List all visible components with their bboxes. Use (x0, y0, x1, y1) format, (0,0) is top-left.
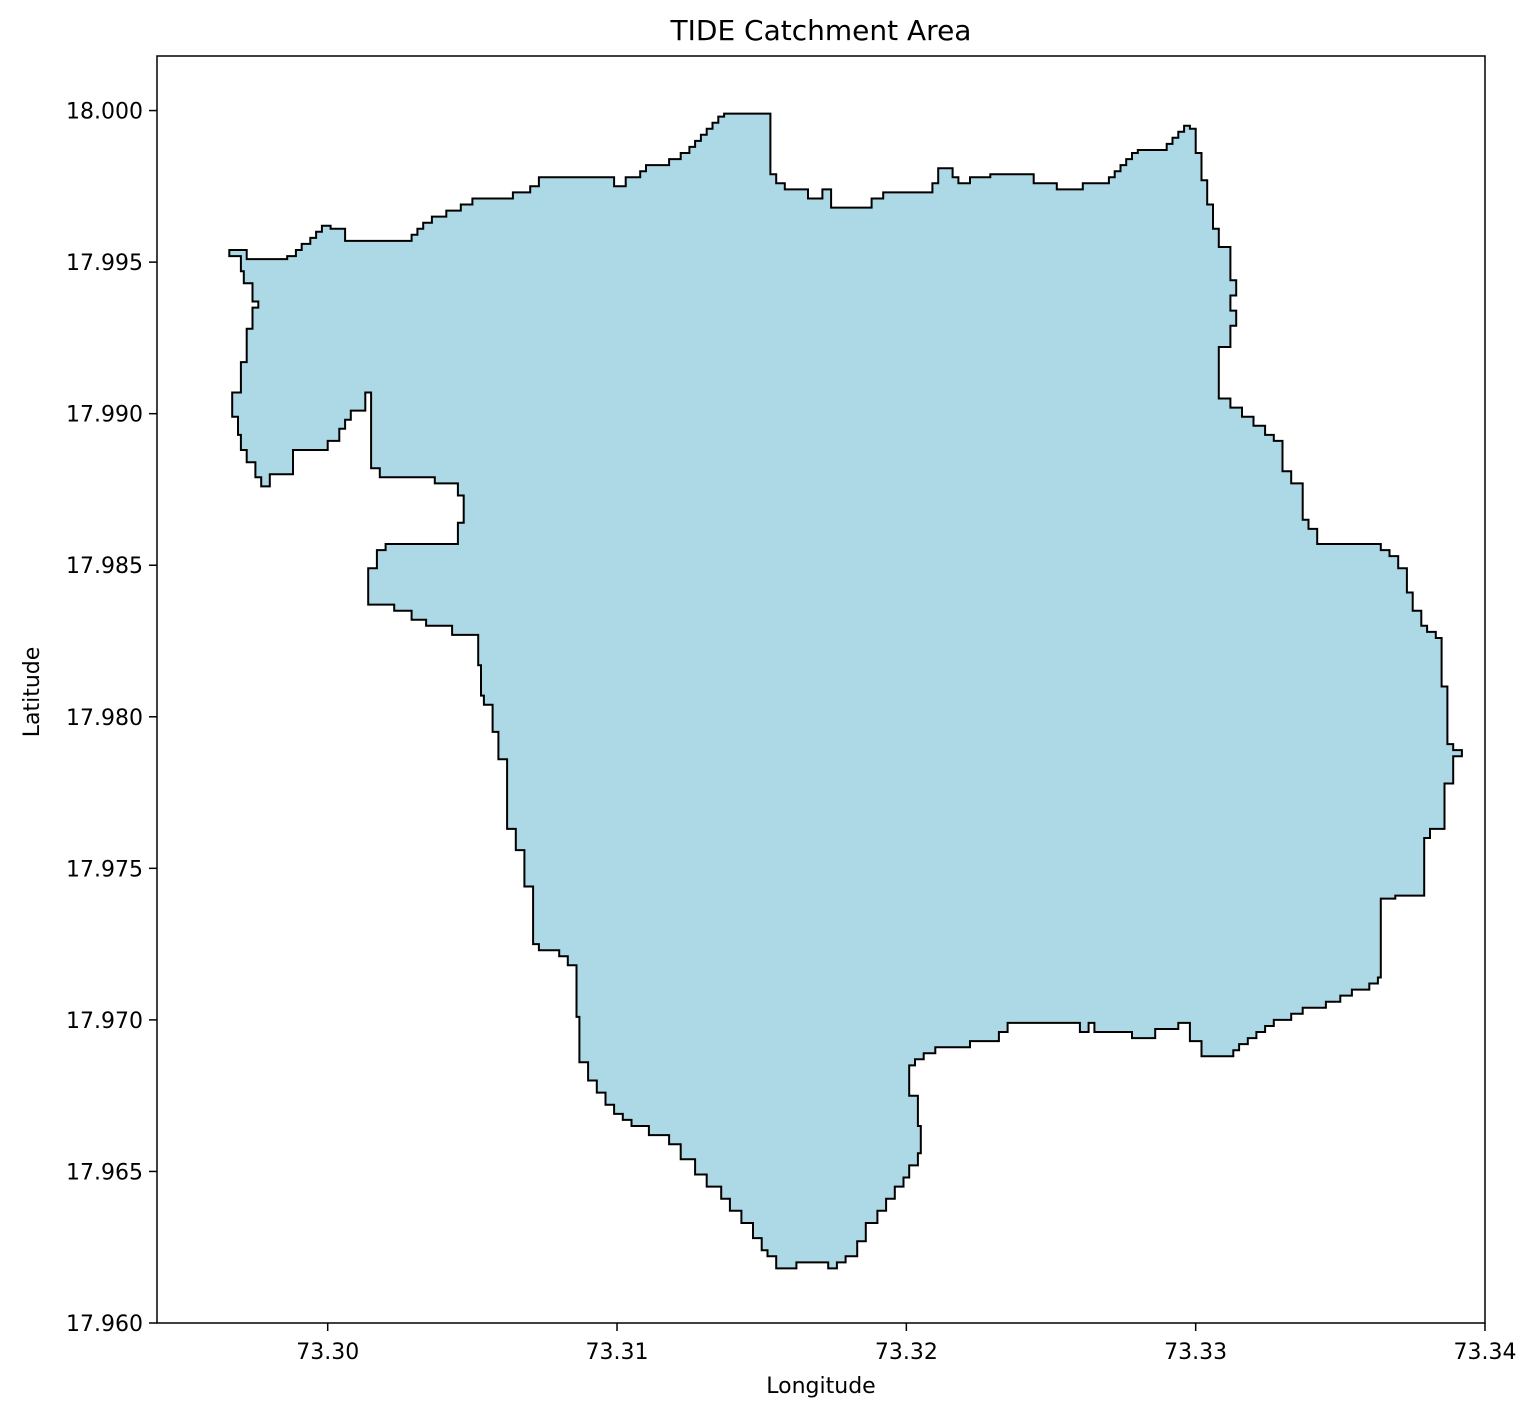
y-tick-label: 17.985 (66, 554, 143, 579)
x-tick-label: 73.30 (296, 1340, 359, 1365)
x-tick-label: 73.31 (586, 1340, 649, 1365)
y-tick-label: 18.000 (66, 100, 143, 125)
y-axis: 17.960 17.965 17.970 17.975 17.980 17.985 17.9… (66, 100, 157, 1337)
plot-area (228, 112, 1463, 1270)
x-axis-label: Longitude (766, 1374, 875, 1399)
y-tick-label: 17.995 (66, 251, 143, 276)
chart-title: TIDE Catchment Area (670, 14, 972, 47)
y-tick-label: 17.970 (66, 1009, 143, 1034)
y-tick-label: 17.975 (66, 857, 143, 882)
y-tick-label: 17.980 (66, 706, 143, 731)
catchment-polygon (228, 112, 1463, 1270)
y-axis-label: Latitude (20, 647, 45, 738)
y-tick-label: 17.990 (66, 403, 143, 428)
y-tick-label: 17.960 (66, 1312, 143, 1337)
x-axis: 73.30 73.31 73.32 73.33 73.34 (296, 1323, 1516, 1365)
x-tick-label: 73.32 (875, 1340, 938, 1365)
x-tick-label: 73.34 (1454, 1340, 1517, 1365)
axes-frame (156, 55, 1486, 1324)
y-tick-label: 17.965 (66, 1160, 143, 1185)
x-tick-label: 73.33 (1164, 1340, 1227, 1365)
